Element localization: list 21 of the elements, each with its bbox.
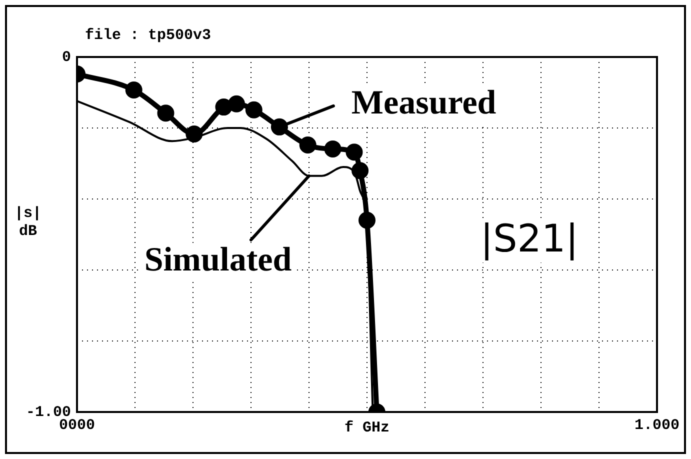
point	[352, 162, 369, 180]
annotation: |S21|	[480, 216, 578, 260]
point	[215, 98, 232, 116]
point	[324, 140, 342, 158]
point	[125, 82, 142, 99]
point	[228, 95, 245, 112]
point	[245, 101, 262, 118]
x-tick-label: 0000	[58, 416, 96, 434]
point	[299, 136, 316, 154]
point	[270, 118, 288, 136]
y-tick-label: 0	[62, 48, 71, 66]
point	[186, 126, 203, 143]
chart-title: file : tp500v3	[85, 26, 212, 44]
text: Simulated	[144, 242, 292, 279]
point	[358, 212, 376, 229]
point	[346, 144, 363, 161]
legend-label: Measured	[351, 84, 496, 122]
x-axis-title: f GHz	[344, 419, 390, 436]
point	[157, 104, 174, 122]
y-axis-title: |s| dB	[14, 204, 42, 240]
x-tick-label: 1.000	[634, 416, 680, 434]
